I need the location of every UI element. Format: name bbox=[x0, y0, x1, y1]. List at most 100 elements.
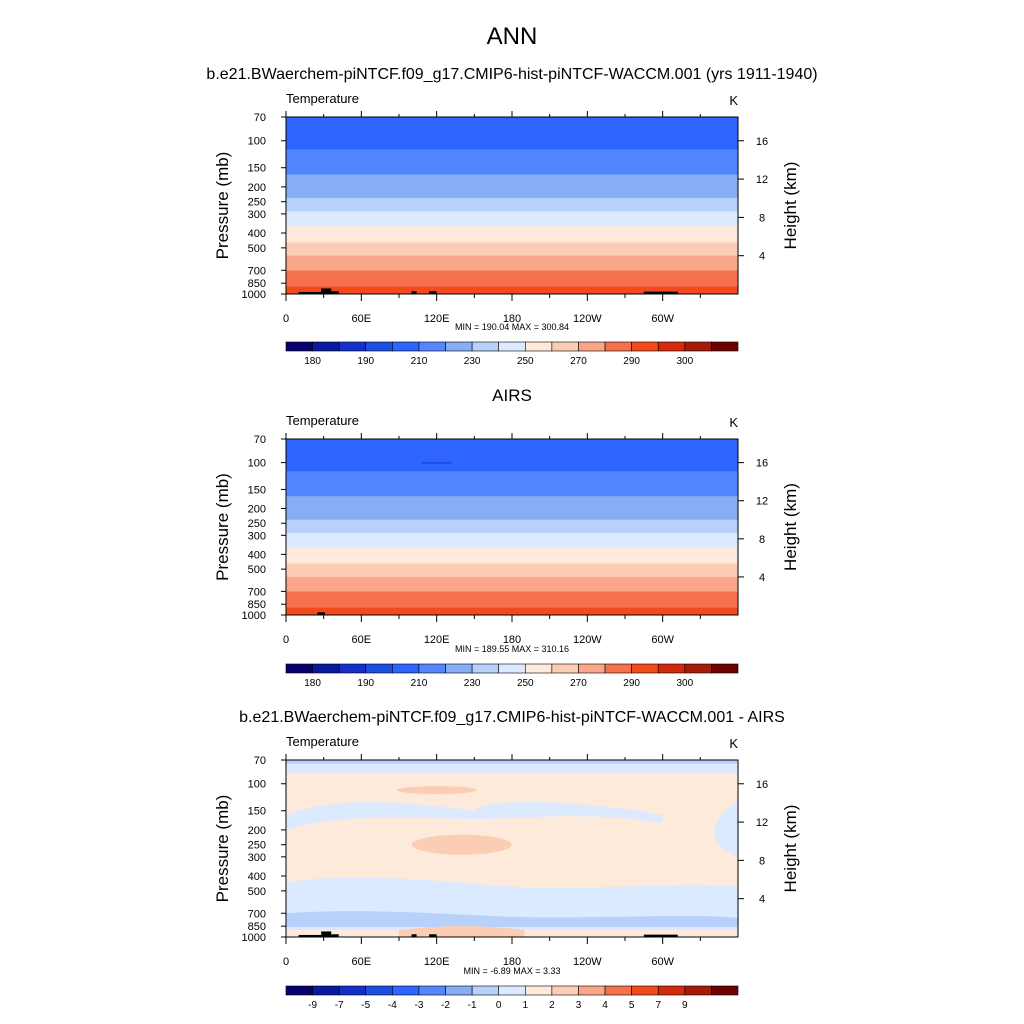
temperature-band bbox=[286, 488, 738, 491]
temperature-band bbox=[286, 119, 738, 123]
colorbar-box bbox=[498, 663, 526, 674]
temperature-band bbox=[286, 131, 738, 134]
colorbar-box bbox=[551, 663, 579, 674]
temperature-band bbox=[286, 230, 738, 233]
colorbar-label: -2 bbox=[441, 1000, 450, 1011]
temperature-band bbox=[286, 497, 738, 500]
x-tick-label: 60E bbox=[352, 634, 372, 646]
temperature-band bbox=[286, 613, 738, 615]
colorbar-box bbox=[631, 663, 659, 674]
y-tick-label: 70 bbox=[254, 112, 266, 124]
temperature-band bbox=[286, 579, 738, 582]
temperature-band bbox=[286, 205, 738, 208]
temperature-band bbox=[286, 128, 738, 131]
colorbar-box bbox=[711, 663, 739, 674]
colorbar-box bbox=[312, 341, 340, 352]
temperature-band bbox=[286, 227, 738, 230]
temperature-band bbox=[286, 192, 738, 195]
y-tick-label: 100 bbox=[248, 136, 266, 148]
temperature-band bbox=[286, 184, 738, 187]
temperature-band bbox=[286, 496, 738, 499]
x-tick-label: 120W bbox=[573, 313, 602, 325]
colorbar-box bbox=[445, 985, 473, 996]
temperature-band bbox=[286, 218, 738, 221]
y-tick-label: 400 bbox=[248, 549, 266, 561]
temperature-band bbox=[286, 217, 738, 220]
y-tick-label: 250 bbox=[248, 518, 266, 530]
temperature-band bbox=[286, 462, 738, 465]
temperature-band bbox=[286, 202, 738, 205]
temperature-band bbox=[286, 147, 738, 151]
colorbar-box bbox=[285, 985, 313, 996]
field-label: Temperature bbox=[286, 91, 359, 106]
main-title: ANN bbox=[487, 23, 538, 50]
temperature-band bbox=[286, 177, 738, 180]
x-tick-label: 120W bbox=[573, 634, 602, 646]
y-tick-label: 100 bbox=[248, 458, 266, 470]
x-tick-label: 0 bbox=[283, 634, 289, 646]
height-axis-label: Height (km) bbox=[781, 162, 800, 250]
temperature-band bbox=[286, 557, 738, 560]
colorbar-box bbox=[445, 341, 473, 352]
temperature-band bbox=[286, 248, 738, 251]
temperature-band bbox=[286, 286, 738, 289]
topography-block bbox=[411, 291, 417, 294]
temperature-band bbox=[286, 245, 738, 248]
colorbar-label: -3 bbox=[414, 1000, 423, 1011]
temperature-band bbox=[286, 494, 738, 497]
colorbar-box bbox=[578, 663, 606, 674]
temperature-band bbox=[286, 201, 738, 204]
colorbar-label: 1 bbox=[523, 1000, 529, 1011]
height-tick-label: 12 bbox=[756, 817, 768, 829]
temperature-band bbox=[286, 582, 738, 585]
y-axis-label: Pressure (mb) bbox=[213, 795, 232, 903]
height-tick-label: 4 bbox=[759, 894, 765, 906]
temperature-band bbox=[286, 208, 738, 211]
colorbar-box bbox=[578, 985, 606, 996]
temperature-band bbox=[286, 569, 738, 572]
temperature-band bbox=[286, 507, 738, 510]
colorbar-label: 300 bbox=[676, 356, 693, 367]
colorbar-box bbox=[711, 985, 739, 996]
y-tick-label: 700 bbox=[248, 265, 266, 277]
temperature-band bbox=[286, 535, 738, 542]
plot-area bbox=[286, 117, 738, 294]
y-tick-label: 500 bbox=[248, 243, 266, 255]
temperature-band bbox=[286, 519, 738, 522]
x-tick-label: 180 bbox=[503, 956, 521, 968]
temperature-band bbox=[286, 450, 738, 453]
temperature-band bbox=[286, 159, 738, 162]
topography-block bbox=[321, 288, 332, 294]
min-max-stats: MIN = 190.04 MAX = 300.84 bbox=[455, 322, 569, 332]
min-max-stats: MIN = -6.89 MAX = 3.33 bbox=[463, 966, 560, 976]
colorbar-box bbox=[684, 341, 712, 352]
temperature-band bbox=[286, 440, 738, 443]
temperature-band bbox=[286, 215, 738, 218]
y-tick-label: 500 bbox=[248, 564, 266, 576]
temperature-band bbox=[286, 239, 738, 242]
colorbar-box bbox=[285, 341, 313, 352]
temperature-band bbox=[286, 446, 738, 449]
topography-block bbox=[643, 934, 678, 937]
temperature-band bbox=[286, 563, 738, 566]
temperature-band bbox=[286, 121, 738, 124]
temperature-band bbox=[286, 485, 738, 488]
colorbar-label: 7 bbox=[655, 1000, 661, 1011]
temperature-band bbox=[286, 152, 738, 155]
temperature-band bbox=[286, 125, 738, 128]
difference-region bbox=[396, 786, 477, 795]
x-tick-label: 180 bbox=[503, 313, 521, 325]
temperature-band bbox=[286, 516, 738, 519]
temperature-band bbox=[286, 211, 738, 214]
temperature-band bbox=[286, 597, 738, 600]
temperature-band bbox=[286, 176, 738, 179]
temperature-band bbox=[286, 484, 738, 487]
temperature-band bbox=[286, 221, 738, 224]
unit-label: K bbox=[729, 415, 738, 430]
colorbar-label: 230 bbox=[464, 356, 481, 367]
temperature-band bbox=[286, 282, 738, 285]
temperature-band bbox=[286, 512, 738, 515]
y-tick-label: 250 bbox=[248, 840, 266, 852]
colorbar-label: -1 bbox=[468, 1000, 477, 1011]
